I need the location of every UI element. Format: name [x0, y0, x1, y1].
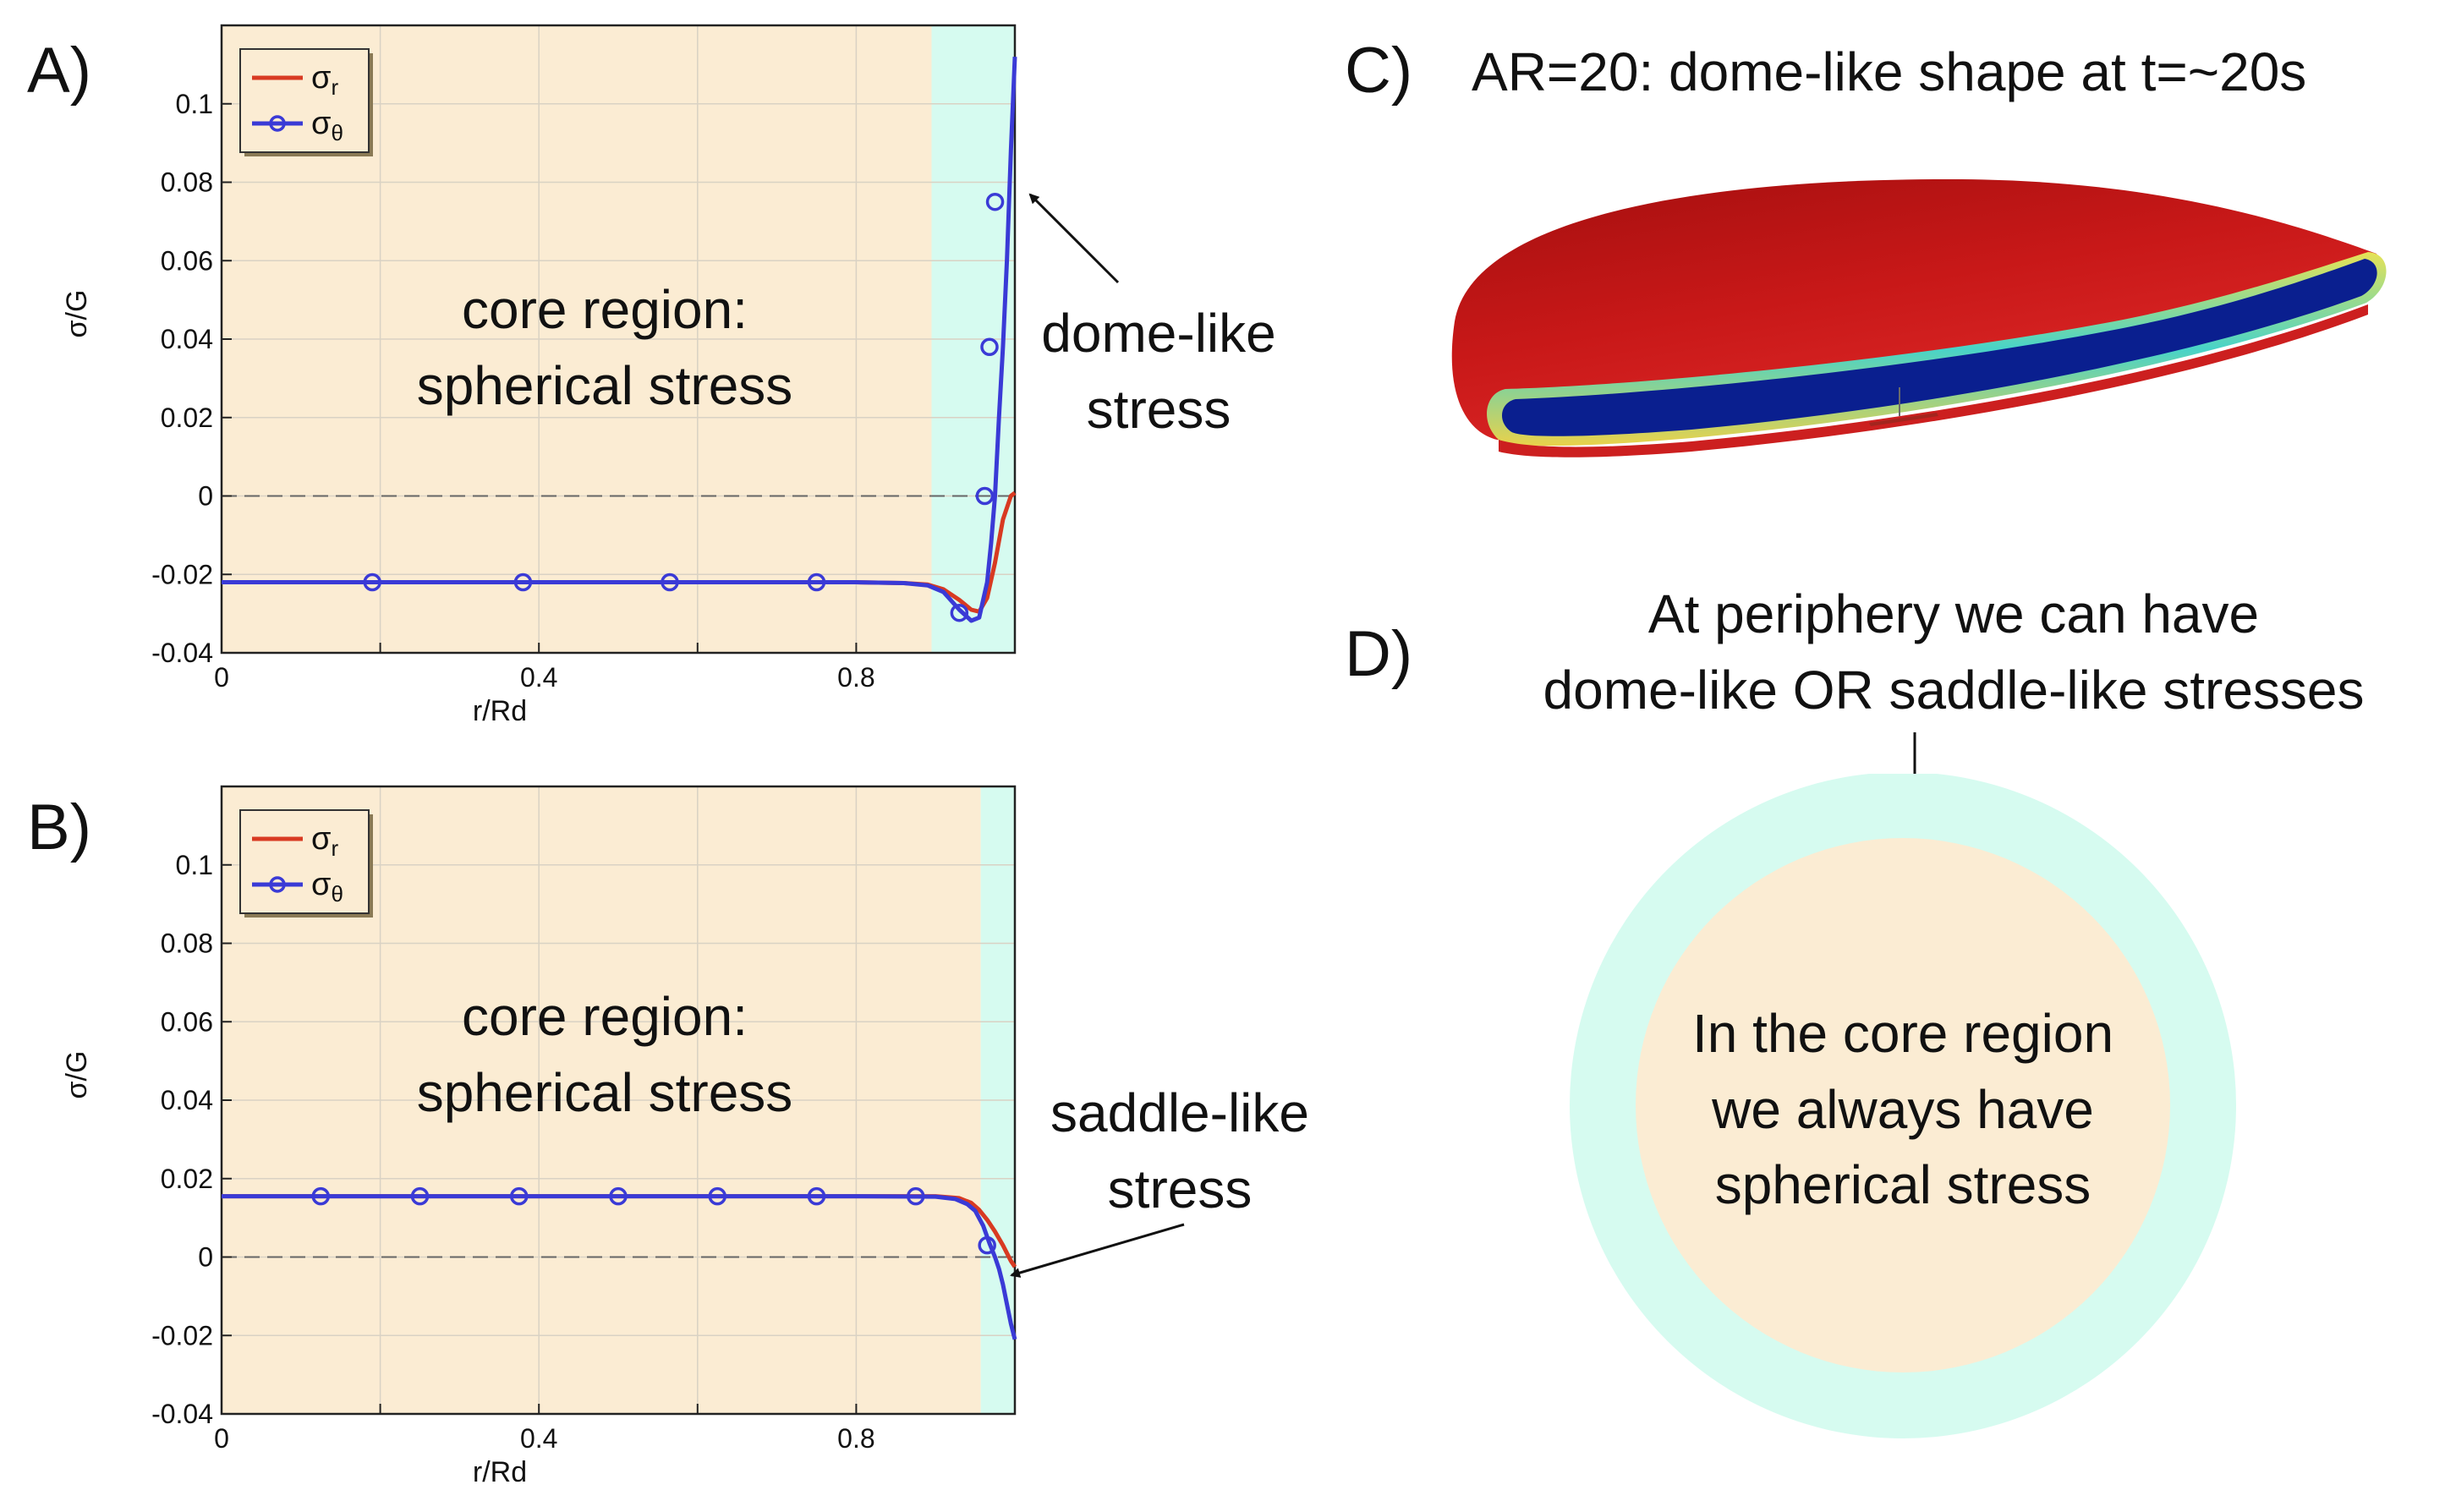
core-annotation-a: core region: spherical stress: [338, 272, 871, 424]
chart-a-series-1-marker-7: [985, 192, 1005, 211]
core-annotation-b: core region: spherical stress: [338, 979, 871, 1131]
chart-a-ytick-label-3: 0.02: [161, 403, 213, 433]
chart-b-series-1-marker-2: [510, 1186, 529, 1206]
saddle-like-callout-line1: saddle-like: [1050, 1082, 1309, 1143]
dome-like-callout: dome-like stress: [1015, 296, 1302, 447]
chart-a-ytick-label-0: -0.04: [151, 638, 213, 668]
chart-a-ytick-label-2: 0: [198, 481, 213, 512]
chart-a-series-1-marker-6: [980, 337, 999, 357]
chart-b-ytick-label-3: 0.02: [161, 1164, 213, 1194]
chart-a-series-1-marker-1: [513, 572, 533, 592]
dome-like-callout-line1: dome-like: [1041, 303, 1276, 364]
chart-b-series-1-marker-5: [807, 1186, 826, 1206]
chart-a-legend-marker-1: [269, 115, 286, 132]
chart-a-xtick-label-4: 0.8: [837, 662, 874, 693]
chart-b-legend-box: [239, 809, 370, 914]
chart-a-ytick-label-7: 0.1: [176, 89, 213, 119]
panel-c-title: AR=20: dome-like shape at t=~20s: [1472, 41, 2307, 102]
chart-a-series-1-marker-4: [950, 603, 969, 622]
chart-a-ytick-label-1: -0.02: [151, 559, 213, 589]
periphery-caption: At periphery we can have dome-like OR sa…: [1455, 577, 2453, 728]
chart-a-ylabel: σ/G: [61, 290, 93, 338]
chart-a-ytick-label-4: 0.04: [161, 324, 213, 354]
chart-b-series-1-marker-1: [410, 1186, 430, 1206]
dome-like-arrow: [1028, 193, 1120, 284]
chart-b: -0.04 -0.02 0 0.02 0.04 0.06 0.08 0.1 0 0.4 0.8 r/R…: [61, 785, 1017, 1488]
chart-b-legend-label-1: σθ: [311, 867, 343, 907]
chart-a-series-1-marker-0: [363, 572, 381, 592]
panel-letter-a: A): [27, 35, 91, 107]
core-annotation-a-line1: core region:: [462, 279, 748, 340]
core-region-text-line1: In the core region: [1691, 1003, 2114, 1064]
chart-b-series-1-marker-7: [978, 1235, 996, 1255]
chart-b-xtick-label-4: 0.8: [837, 1423, 874, 1454]
chart-a-xtick-label-0: 0: [214, 662, 229, 693]
dome-like-callout-line2: stress: [1086, 378, 1231, 440]
chart-b-ytick-label-1: -0.02: [151, 1320, 213, 1350]
core-region-text-line2: we always have: [1712, 1078, 2094, 1140]
dome-top-surface: [1451, 178, 2382, 440]
chart-a-ytick-label-6: 0.08: [161, 167, 213, 198]
periphery-caption-line2: dome-like OR saddle-like stresses: [1543, 659, 2365, 720]
chart-b-legend-marker-1: [269, 876, 286, 893]
chart-a-series-1-marker-5: [975, 486, 995, 506]
chart-b-series-1-marker-6: [907, 1186, 925, 1206]
core-annotation-b-line1: core region:: [462, 986, 748, 1047]
chart-b-ylabel: σ/G: [61, 1051, 93, 1099]
chart-a-ytick-label-5: 0.06: [161, 245, 213, 276]
saddle-like-callout-line2: stress: [1107, 1158, 1253, 1219]
chart-a-xlabel: r/Rd: [473, 695, 527, 727]
chart-b-ytick-label-2: 0: [198, 1242, 213, 1273]
chart-b-ytick-label-7: 0.1: [176, 850, 213, 880]
core-region-text: In the core region we always have spheri…: [1607, 996, 2199, 1224]
chart-b-series-1-marker-3: [609, 1186, 628, 1206]
core-region-text-line3: spherical stress: [1714, 1154, 2091, 1216]
chart-a-series-1-marker-3: [807, 572, 826, 592]
chart-b-xtick-label-0: 0: [214, 1423, 229, 1454]
chart-a-legend-box: [239, 48, 370, 153]
periphery-caption-line1: At periphery we can have: [1647, 583, 2260, 644]
chart-b-series-1-line: [222, 1194, 1017, 1340]
chart-a-series-1-marker-2: [661, 572, 679, 592]
saddle-like-callout: saddle-like stress: [1019, 1076, 1340, 1227]
chart-b-xtick-label-2: 0.4: [520, 1423, 557, 1454]
chart-b-ytick-label-4: 0.04: [161, 1085, 213, 1115]
chart-b-ytick-label-6: 0.08: [161, 929, 213, 959]
saddle-like-arrow: [1010, 1223, 1185, 1278]
chart-b-ytick-label-0: -0.04: [151, 1399, 213, 1429]
chart-a-series-1-line: [222, 56, 1017, 623]
panel-letter-b: B): [27, 792, 91, 863]
dome-bottom-bar: [1869, 413, 1938, 426]
panel-letter-c: C): [1345, 35, 1413, 107]
panel-letter-d: D): [1345, 618, 1413, 690]
core-disc: [1636, 838, 2170, 1372]
core-annotation-b-line2: spherical stress: [416, 1061, 793, 1123]
chart-b-ytick-label-5: 0.06: [161, 1006, 213, 1037]
chart-b-series-1-marker-4: [708, 1186, 726, 1206]
chart-b-xlabel: r/Rd: [473, 1456, 527, 1488]
chart-a: -0.04 -0.02 0 0.02 0.04 0.06 0.08 0.1 0 0.4 0.8 r/R…: [61, 24, 1017, 727]
chart-b-series-1-marker-0: [311, 1186, 330, 1206]
dome-shape-render: [1451, 178, 2387, 457]
core-annotation-a-line2: spherical stress: [416, 354, 793, 416]
region-diagram: [1570, 774, 2236, 1438]
chart-a-xtick-label-2: 0.4: [520, 662, 557, 693]
dome-rim-core: [1501, 259, 2377, 436]
